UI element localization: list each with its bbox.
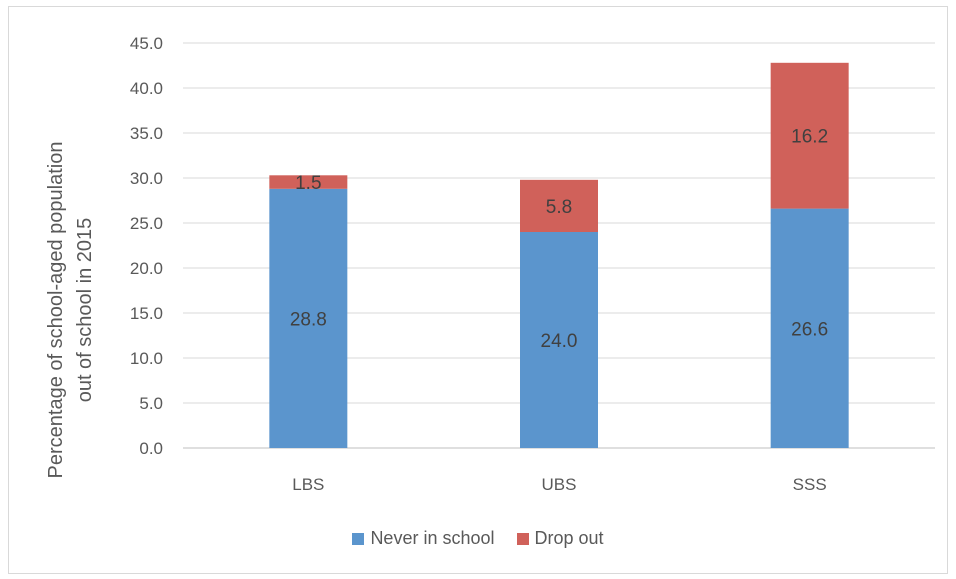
y-axis-title: Percentage of school-aged population out… (45, 142, 96, 479)
y-axis-ticks: 0.0 5.0 10.0 15.0 20.0 25.0 30.0 35.0 40.0 45.0 (130, 34, 163, 458)
y-tick-label: 0.0 (139, 439, 163, 458)
y-tick-label: 15.0 (130, 304, 163, 323)
legend-item-drop-out: Drop out (516, 528, 604, 549)
y-tick-label: 10.0 (130, 349, 163, 368)
data-label-never-in-school-lbs: 28.8 (290, 309, 327, 330)
legend-swatch-never-in-school (352, 532, 365, 545)
data-label-drop-out-ubs: 5.8 (546, 197, 572, 218)
legend: Never in school Drop out (0, 528, 956, 549)
y-axis-title-line-1: Percentage of school-aged population (45, 142, 67, 479)
bar-never-in-school-lbs (269, 188, 348, 449)
bar-drop-out-sss (770, 62, 849, 209)
y-tick-label: 30.0 (130, 169, 163, 188)
legend-label-never-in-school: Never in school (370, 528, 495, 548)
y-axis-title-line-2: out of school in 2015 (74, 218, 96, 403)
y-tick-label: 20.0 (130, 259, 163, 278)
data-label-drop-out-sss: 16.2 (791, 127, 828, 148)
bar-never-in-school-sss (770, 208, 849, 448)
x-axis-ticks: LBS UBS SSS (292, 475, 826, 494)
bar-never-in-school-ubs (520, 232, 598, 448)
y-tick-label: 5.0 (139, 394, 163, 413)
data-label-never-in-school-ubs: 24.0 (541, 331, 578, 352)
x-tick-label: SSS (793, 475, 827, 494)
y-tick-label: 25.0 (130, 214, 163, 233)
y-tick-label: 35.0 (130, 124, 163, 143)
data-label-drop-out-lbs: 1.5 (295, 173, 321, 194)
x-tick-label: LBS (292, 475, 324, 494)
legend-swatch-drop-out (516, 532, 529, 545)
legend-label-drop-out: Drop out (534, 528, 604, 548)
y-tick-label: 40.0 (130, 79, 163, 98)
y-tick-label: 45.0 (130, 34, 163, 53)
legend-item-never-in-school: Never in school (352, 528, 495, 549)
x-tick-label: UBS (542, 475, 577, 494)
bars: 28.8 1.5 24.0 5.8 26.6 16.2 (269, 62, 849, 449)
data-label-never-in-school-sss: 26.6 (791, 319, 828, 340)
bar-drop-out-ubs (520, 179, 598, 232)
bar-drop-out-lbs (269, 175, 348, 189)
